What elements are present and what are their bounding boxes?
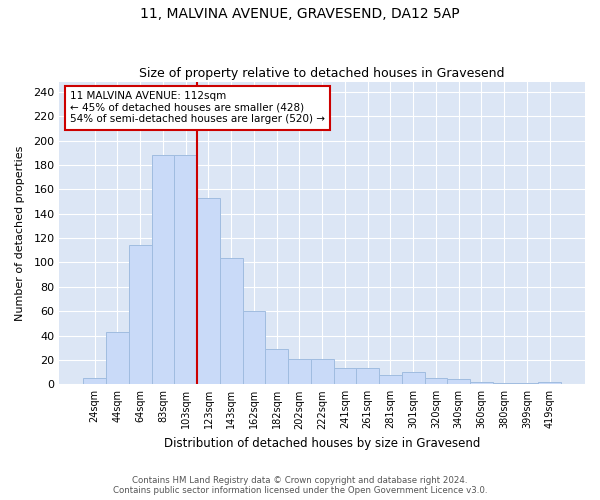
Bar bbox=[311, 358, 334, 384]
Bar bbox=[152, 155, 175, 384]
Bar bbox=[83, 378, 106, 384]
Bar bbox=[379, 374, 402, 384]
Bar bbox=[197, 198, 220, 384]
Bar bbox=[448, 380, 470, 384]
Title: Size of property relative to detached houses in Gravesend: Size of property relative to detached ho… bbox=[139, 66, 505, 80]
Bar bbox=[288, 358, 311, 384]
Text: 11 MALVINA AVENUE: 112sqm
← 45% of detached houses are smaller (428)
54% of semi: 11 MALVINA AVENUE: 112sqm ← 45% of detac… bbox=[70, 91, 325, 124]
Bar bbox=[129, 246, 152, 384]
Text: 11, MALVINA AVENUE, GRAVESEND, DA12 5AP: 11, MALVINA AVENUE, GRAVESEND, DA12 5AP bbox=[140, 8, 460, 22]
Bar bbox=[402, 372, 425, 384]
Bar bbox=[425, 378, 448, 384]
Bar bbox=[265, 349, 288, 384]
Bar bbox=[334, 368, 356, 384]
Bar bbox=[106, 332, 129, 384]
Text: Contains HM Land Registry data © Crown copyright and database right 2024.
Contai: Contains HM Land Registry data © Crown c… bbox=[113, 476, 487, 495]
Bar bbox=[470, 382, 493, 384]
Bar bbox=[220, 258, 242, 384]
Bar bbox=[538, 382, 561, 384]
Bar bbox=[356, 368, 379, 384]
Bar bbox=[493, 383, 515, 384]
X-axis label: Distribution of detached houses by size in Gravesend: Distribution of detached houses by size … bbox=[164, 437, 481, 450]
Bar bbox=[242, 311, 265, 384]
Bar bbox=[175, 155, 197, 384]
Bar bbox=[515, 383, 538, 384]
Y-axis label: Number of detached properties: Number of detached properties bbox=[15, 146, 25, 321]
